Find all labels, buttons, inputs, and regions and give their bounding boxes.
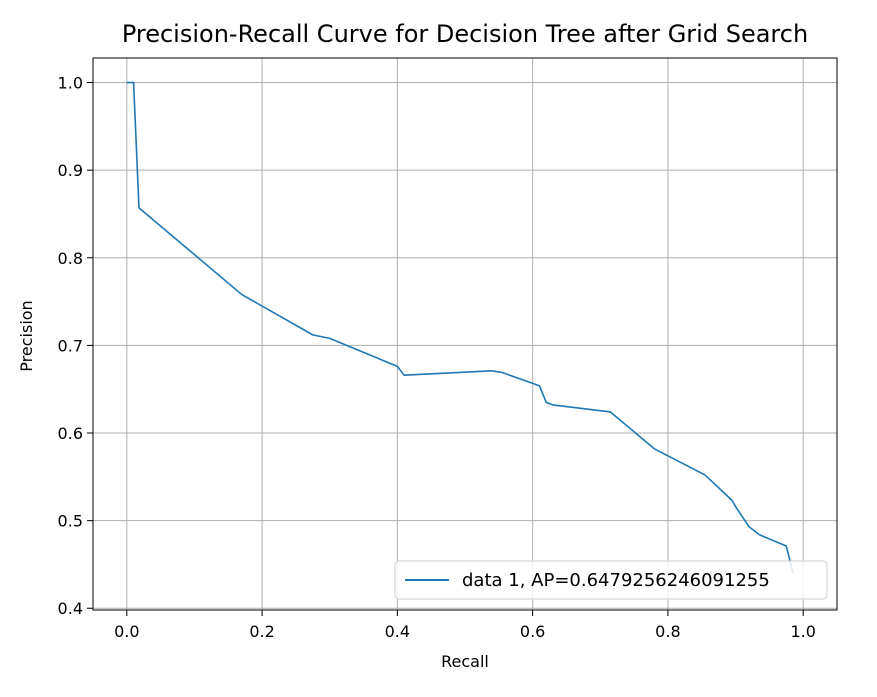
plot-frame xyxy=(92,57,838,611)
legend: data 1, AP=0.6479256246091255 xyxy=(394,560,828,600)
series-layer xyxy=(126,81,794,574)
series-line xyxy=(126,81,794,574)
y-tick-label: 0.4 xyxy=(58,599,83,618)
x-axis-label: Recall xyxy=(441,652,489,671)
grid xyxy=(93,58,837,610)
x-tick-label: 1.0 xyxy=(790,622,815,641)
x-tick-label: 0.6 xyxy=(520,622,545,641)
y-tick-label: 0.9 xyxy=(58,161,83,180)
y-tick-label: 0.8 xyxy=(58,249,83,268)
y-tick-label: 0.7 xyxy=(58,336,83,355)
x-tick-label: 0.2 xyxy=(249,622,274,641)
chart-title: Precision-Recall Curve for Decision Tree… xyxy=(122,20,808,48)
x-tick-label: 0.0 xyxy=(114,622,139,641)
x-tick-label: 0.4 xyxy=(385,622,410,641)
legend-label: data 1, AP=0.6479256246091255 xyxy=(462,570,770,591)
y-tick-label: 1.0 xyxy=(58,74,83,93)
legend-box xyxy=(394,560,828,600)
y-axis-label: Precision xyxy=(17,300,36,371)
y-tick-label: 0.5 xyxy=(58,512,83,531)
axis-ticks: 0.0 0.2 0.4 0.6 0.8 1.0 0.4 0.5 0.6 0.7 0.8 0.9 1.0 xyxy=(58,74,816,641)
y-tick-label: 0.6 xyxy=(58,424,83,443)
x-tick-label: 0.8 xyxy=(655,622,680,641)
